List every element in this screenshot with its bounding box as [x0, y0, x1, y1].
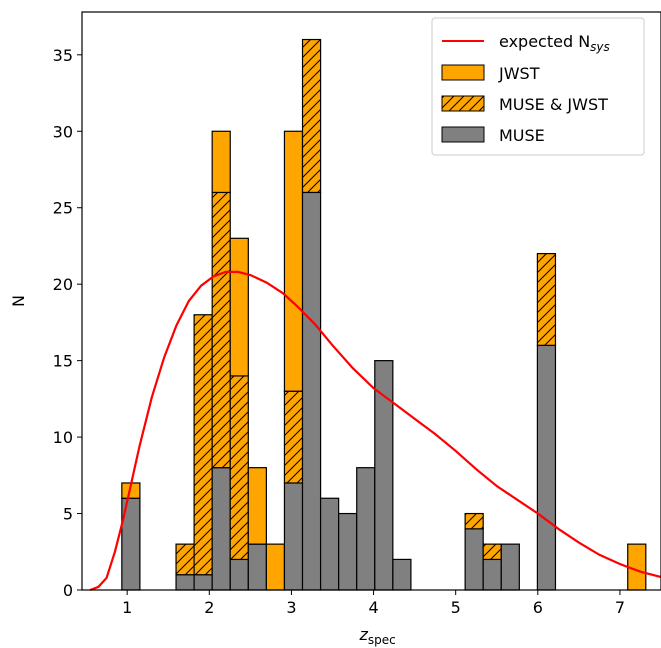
muse-jwst-bar [193, 314, 213, 576]
jwst-bar [283, 130, 304, 392]
muse-jwst-bar [175, 543, 195, 576]
muse-bar [500, 543, 520, 591]
muse-jwst-bar [536, 252, 557, 346]
muse-bar [301, 191, 322, 591]
jwst-bar [229, 237, 249, 377]
muse-bar [338, 512, 358, 591]
muse-bar [229, 558, 249, 591]
muse-jwst-bar [229, 375, 249, 561]
muse-jwst-bar [301, 38, 322, 194]
legend-curve-sub: sys [590, 40, 610, 54]
x-axis-label-sub: spec [368, 633, 396, 647]
x-tick-label: 1 [122, 598, 132, 617]
muse-bar [175, 574, 195, 591]
y-tick-label: 35 [53, 46, 73, 65]
expected-curve-line [89, 270, 661, 592]
y-axis-label: N [9, 295, 28, 307]
muse-jwst-bar [283, 390, 304, 484]
x-tick-label: 6 [533, 598, 543, 617]
legend-muse-jwst-label: MUSE & JWST [499, 95, 608, 114]
muse-bar [536, 344, 557, 591]
legend-jwst-label: JWST [498, 64, 540, 83]
y-tick-label: 0 [63, 581, 73, 600]
y-tick-label: 15 [53, 352, 73, 371]
y-tick-label: 20 [53, 275, 73, 294]
x-tick-label: 4 [368, 598, 378, 617]
muse-jwst-bar [482, 543, 502, 561]
y-tick-label: 10 [53, 428, 73, 447]
x-tick-label: 2 [204, 598, 214, 617]
x-axis-label-main: z [359, 625, 369, 644]
bars-layer [121, 38, 647, 591]
muse-bar [283, 482, 304, 591]
jwst-bar [211, 130, 231, 194]
y-tick-label: 30 [53, 122, 73, 141]
legend-muse-swatch [441, 126, 485, 143]
plot-frame [81, 11, 661, 591]
muse-bar [193, 574, 213, 591]
legend-muse-jwst-swatch [441, 95, 485, 112]
y-tick-label: 25 [53, 199, 73, 218]
legend-curve-label: expected Nsys [499, 32, 610, 54]
muse-bar [464, 528, 484, 591]
muse-bar [356, 467, 376, 591]
muse-bar [482, 558, 502, 591]
muse-bar [392, 558, 412, 591]
legend: expected Nsys JWST MUSE & JWST MUSE [431, 17, 645, 156]
muse-jwst-bar [211, 191, 231, 469]
curve-layer [89, 270, 661, 592]
ticks-layer: 1 2 3 4 5 6 7 0 5 10 15 20 25 30 35 [53, 46, 625, 617]
legend-curve-name: expected N [499, 32, 590, 51]
legend-jwst-swatch [441, 64, 485, 81]
legend-muse-label: MUSE [499, 126, 545, 145]
x-tick-label: 3 [286, 598, 296, 617]
legend-box [431, 17, 645, 156]
muse-bar [211, 467, 231, 591]
x-tick-label: 5 [451, 598, 461, 617]
muse-jwst-bar [464, 512, 484, 530]
jwst-bar [265, 543, 286, 591]
y-tick-label: 5 [63, 505, 73, 524]
muse-bar [319, 497, 340, 591]
x-axis-label: zspec [359, 625, 396, 647]
jwst-bar [247, 467, 267, 545]
muse-bar [247, 543, 267, 591]
x-tick-label: 7 [615, 598, 625, 617]
